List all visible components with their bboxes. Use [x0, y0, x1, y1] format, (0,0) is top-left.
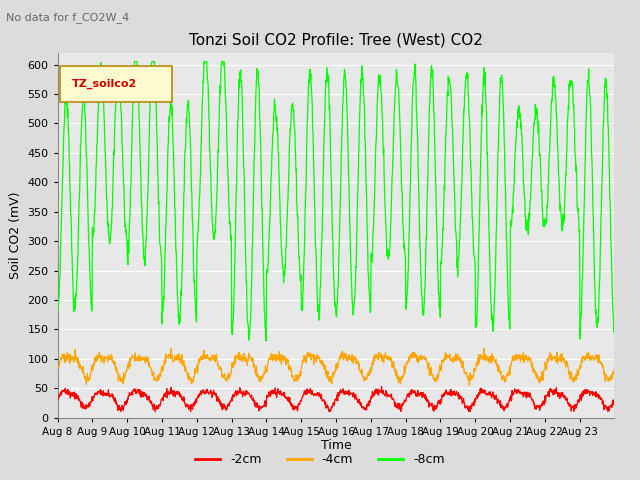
Title: Tonzi Soil CO2 Profile: Tree (West) CO2: Tonzi Soil CO2 Profile: Tree (West) CO2 [189, 33, 483, 48]
FancyBboxPatch shape [60, 66, 172, 102]
Legend: -2cm, -4cm, -8cm: -2cm, -4cm, -8cm [190, 448, 450, 471]
Text: No data for f_CO2W_4: No data for f_CO2W_4 [6, 12, 130, 23]
Y-axis label: Soil CO2 (mV): Soil CO2 (mV) [9, 192, 22, 279]
Text: TZ_soilco2: TZ_soilco2 [72, 79, 137, 89]
X-axis label: Time: Time [321, 439, 351, 453]
